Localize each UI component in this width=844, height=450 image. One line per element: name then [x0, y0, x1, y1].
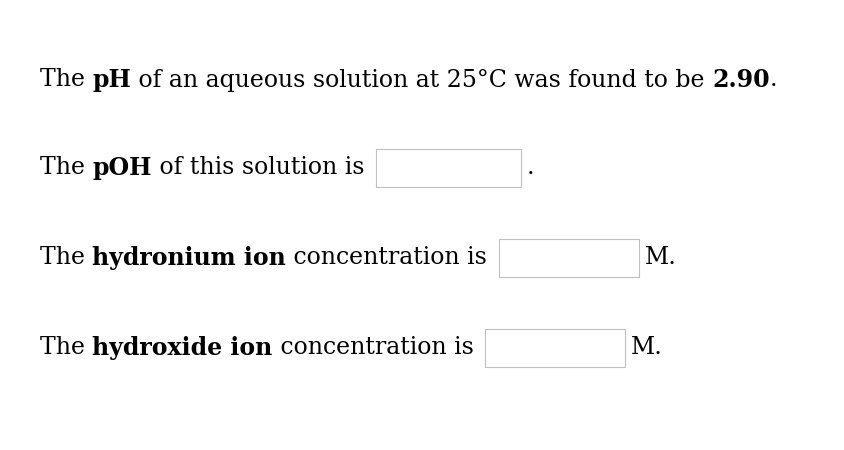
Text: pH: pH [93, 68, 132, 92]
Text: of this solution is: of this solution is [152, 157, 372, 180]
Text: concentration is: concentration is [286, 247, 495, 270]
FancyBboxPatch shape [376, 149, 521, 187]
Text: M.: M. [645, 247, 677, 270]
Text: concentration is: concentration is [273, 337, 481, 360]
Text: The: The [40, 247, 93, 270]
Text: M.: M. [631, 337, 663, 360]
Text: .: . [527, 157, 534, 180]
Text: The: The [40, 68, 93, 91]
Text: .: . [770, 68, 777, 91]
Text: hydroxide ion: hydroxide ion [93, 336, 273, 360]
Text: of an aqueous solution at 25°C was found to be: of an aqueous solution at 25°C was found… [132, 68, 712, 91]
Text: The: The [40, 337, 93, 360]
Text: pOH: pOH [93, 156, 152, 180]
FancyBboxPatch shape [485, 329, 625, 367]
Text: 2.90: 2.90 [712, 68, 770, 92]
FancyBboxPatch shape [499, 239, 639, 277]
Text: The: The [40, 157, 93, 180]
Text: hydronium ion: hydronium ion [93, 246, 286, 270]
